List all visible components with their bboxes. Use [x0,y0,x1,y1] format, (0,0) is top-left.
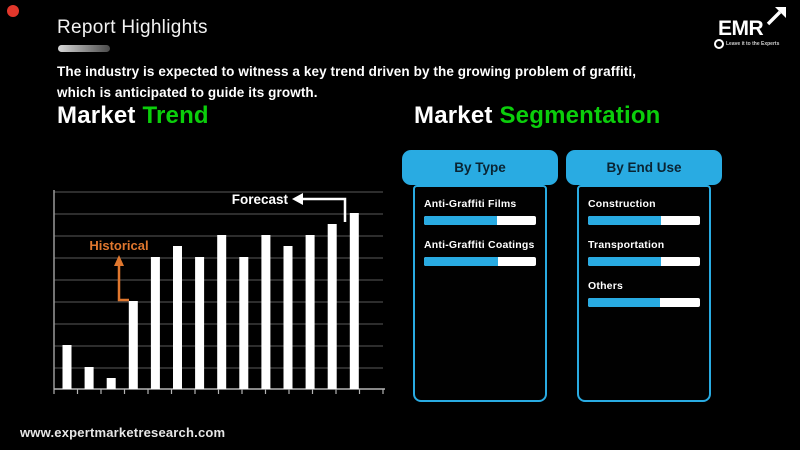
intro-text: The industry is expected to witness a ke… [57,61,767,103]
progress-track [424,216,536,225]
progress-track [588,257,700,266]
historical-label: Historical [89,238,148,253]
segment-label: Anti-Graffiti Films [424,198,517,210]
chart-bar [62,345,72,389]
chart-bar [349,213,359,389]
heading-green-part: Segmentation [499,102,661,129]
panel-by-end-use-body: Construction Transportation Others [577,185,711,402]
chart-bar [283,246,293,389]
segment-label: Others [588,280,624,292]
market-segmentation-heading: Market Segmentation [414,102,661,130]
progress-track [588,298,700,307]
chart-bar [239,257,249,389]
progress-fill [588,257,661,266]
website-url: www.expertmarketresearch.com [20,425,226,440]
red-dot [7,5,19,17]
intro-line-1: The industry is expected to witness a ke… [57,64,637,79]
chart-bar [128,301,138,389]
chart-bar [217,235,227,389]
panel-by-end-use-header: By End Use [566,150,722,185]
progress-fill [588,298,660,307]
progress-track [588,216,700,225]
title-underline [58,45,110,52]
market-trend-heading: Market Trend [57,102,209,130]
emr-tagline-text: Leave it to the Experts [726,41,780,47]
progress-fill [424,216,497,225]
chart-bar [84,367,94,389]
segment-label: Anti-Graffiti Coatings [424,239,535,251]
market-trend-chart: Historical Forecast [53,190,385,394]
panel-by-type: By Type Anti-Graffiti Films Anti-Graffiti… [402,150,558,402]
chart-bar [327,224,337,389]
chart-bar [150,257,160,389]
panel-by-type-header: By Type [402,150,558,185]
progress-track [424,257,536,266]
chart-bar [173,246,182,389]
forecast-arrowhead-icon [292,193,303,205]
panel-by-type-body: Anti-Graffiti Films Anti-Graffiti Coating… [413,185,547,402]
progress-fill [588,216,661,225]
segment-item: Anti-Graffiti Coatings [424,239,536,266]
emr-logo-text: EMR [718,17,764,40]
heading-white-part: Market [414,102,493,129]
up-right-arrow-icon [766,7,786,26]
segment-item: Anti-Graffiti Films [424,198,536,225]
chart-bar [195,257,205,389]
chart-bar [305,235,315,389]
historical-arrowhead-icon [114,255,124,266]
emr-tagline: Leave it to the Experts [714,39,779,49]
intro-line-2: which is anticipated to guide its growth… [57,85,318,100]
segment-label: Construction [588,198,656,210]
panel-by-end-use: By End Use Construction Transportation Oth… [566,150,722,402]
chart-bar [106,378,116,389]
forecast-label: Forecast [232,192,289,207]
forecast-arrow [302,197,347,222]
segment-label: Transportation [588,239,665,251]
historical-arrow [117,264,129,302]
target-dot-icon [714,39,724,49]
market-trend-chart-container: Historical Forecast [50,186,390,402]
heading-green-part: Trend [142,102,209,129]
segment-item: Construction [588,198,700,225]
page-title: Report Highlights [57,17,208,38]
heading-white-part: Market [57,102,136,129]
progress-fill [424,257,498,266]
chart-bar [261,235,271,389]
segment-item: Others [588,280,700,307]
segment-item: Transportation [588,239,700,266]
emr-logo: EMR Leave it to the Experts [712,7,790,49]
